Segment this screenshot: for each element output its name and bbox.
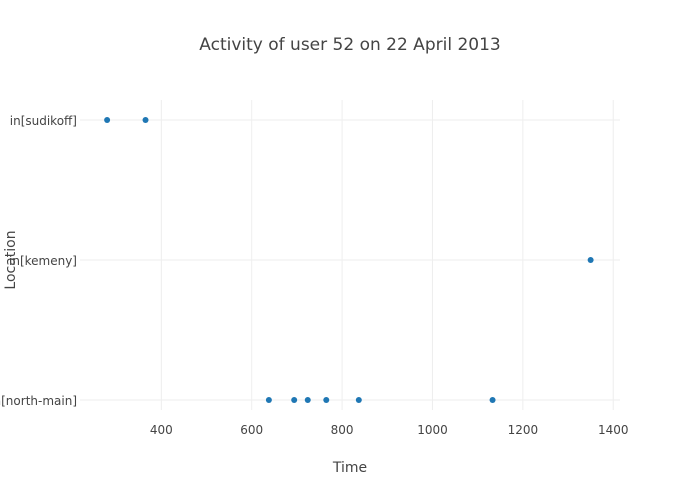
x-tick-label: 400 [150, 423, 173, 437]
x-axis-title: Time [332, 460, 367, 476]
y-tick-label: in[north-main] [0, 394, 77, 408]
x-tick-label: 1200 [508, 423, 539, 437]
scatter-points [104, 117, 594, 403]
y-tick-labels: in[sudikoff] in[kemeny] in[north-main] [0, 114, 77, 408]
y-axis-title: Location [3, 230, 19, 289]
scatter-point [265, 397, 272, 403]
scatter-point [304, 397, 311, 403]
x-tick-label: 800 [331, 423, 354, 437]
scatter-point [355, 397, 362, 403]
chart-title: Activity of user 52 on 22 April 2013 [199, 35, 500, 55]
x-tick-label: 1400 [598, 423, 629, 437]
scatter-point [104, 117, 111, 123]
scatter-point [489, 397, 496, 403]
y-tick-label: in[kemeny] [9, 254, 77, 268]
y-tick-label: in[sudikoff] [10, 114, 77, 128]
grid-layer [80, 100, 620, 410]
x-tick-label: 600 [240, 423, 263, 437]
scatter-point [142, 117, 149, 123]
x-tick-label: 1000 [417, 423, 448, 437]
x-tick-labels: 400 600 800 1000 1200 1400 [150, 423, 629, 437]
scatter-point [587, 257, 594, 263]
scatter-point [323, 397, 330, 403]
scatter-point [291, 397, 298, 403]
